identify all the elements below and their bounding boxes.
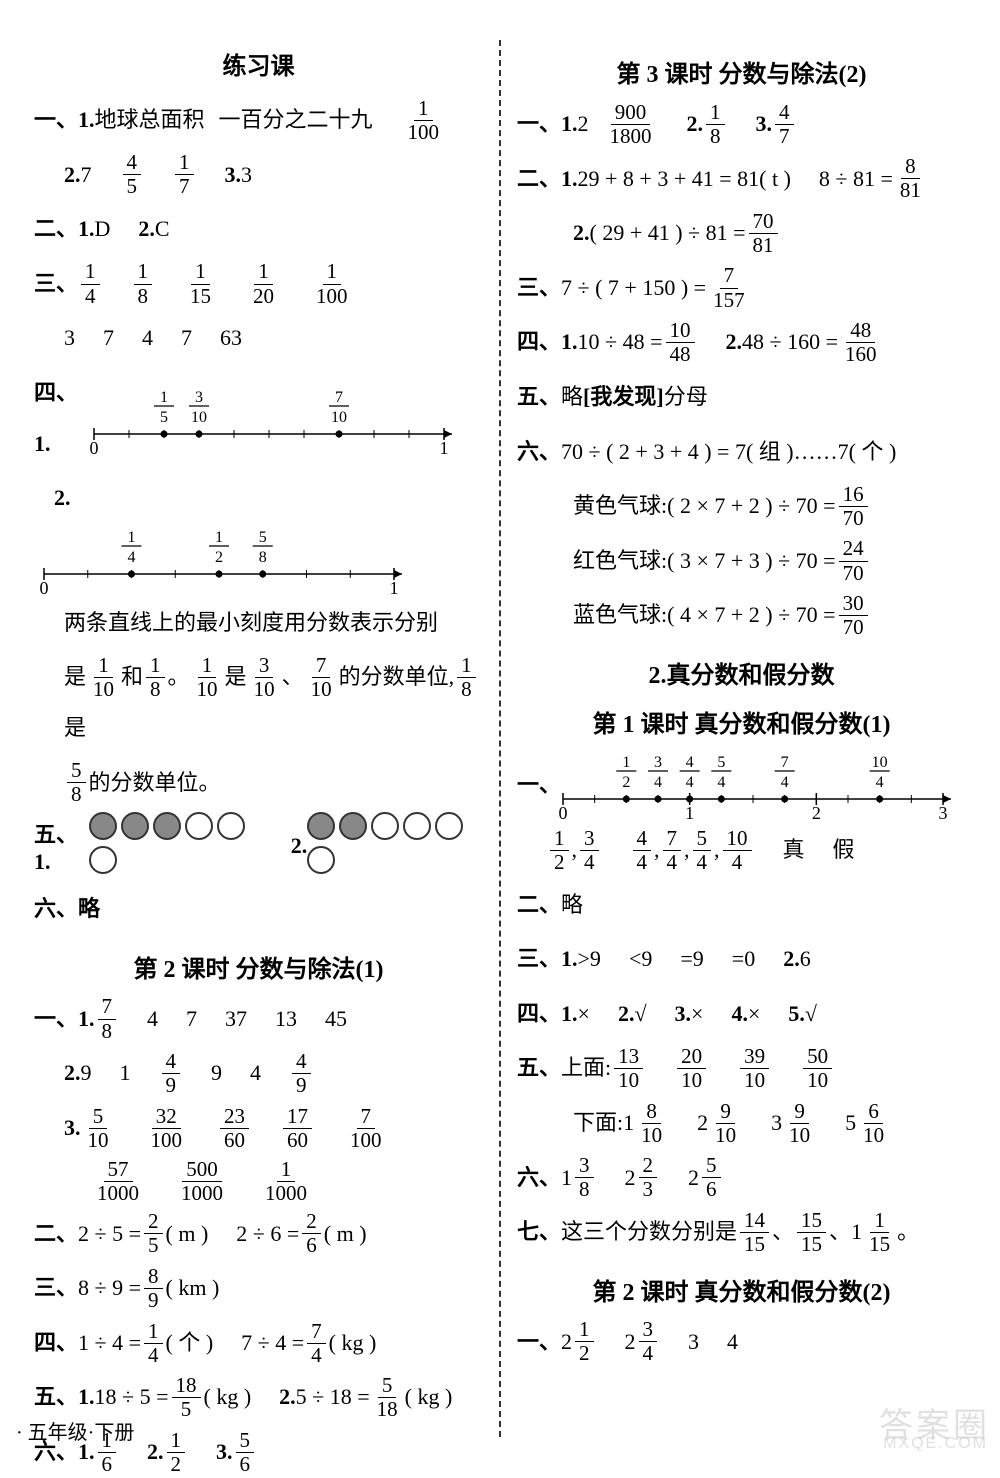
r12: 五、上面: 1310 2010 3910 5010 bbox=[517, 1043, 966, 1094]
svg-text:0: 0 bbox=[40, 578, 49, 594]
l3: 二、1.D 2.C bbox=[34, 204, 483, 255]
svg-text:10: 10 bbox=[331, 409, 347, 426]
svg-text:1: 1 bbox=[160, 389, 168, 406]
r9: 二、略 bbox=[517, 880, 966, 931]
r10: 三、1. >9 <9 =9 =0 2.6 bbox=[517, 934, 966, 985]
svg-text:1: 1 bbox=[128, 529, 136, 546]
svg-text:4: 4 bbox=[876, 774, 884, 791]
svg-text:4: 4 bbox=[654, 774, 662, 791]
nl2: 2. 01141258 bbox=[34, 473, 483, 594]
svg-text:1: 1 bbox=[215, 529, 223, 546]
svg-text:0: 0 bbox=[559, 803, 568, 821]
svg-text:3: 3 bbox=[939, 803, 948, 821]
svg-text:10: 10 bbox=[872, 754, 888, 771]
watermark-sub: MXQE.COM bbox=[883, 1435, 988, 1453]
l1: 一、1. 地球总面积 一百分之二十九 1100 bbox=[34, 95, 483, 146]
l4: 三、 14 18 115 120 1100 bbox=[34, 259, 483, 310]
r1: 一、1.2 9001800 2. 18 3. 47 bbox=[517, 99, 966, 150]
svg-text:7: 7 bbox=[335, 389, 343, 406]
svg-text:7: 7 bbox=[781, 754, 789, 771]
left-column: 练习课 一、1. 地球总面积 一百分之二十九 1100 2. 7 45 17 3… bbox=[20, 40, 497, 1437]
a3: 3. 510 32100 2360 1760 7100 bbox=[34, 1103, 483, 1154]
page-footer: · 五年级·下册 bbox=[16, 1416, 134, 1445]
svg-text:5: 5 bbox=[160, 409, 168, 426]
r2b: 2.( 29 + 41 ) ÷ 81 = 7081 bbox=[517, 208, 966, 259]
r2: 二、1.29 + 8 + 3 + 41 = 81( t ) 8 ÷ 81 = 8… bbox=[517, 154, 966, 205]
svg-text:1: 1 bbox=[685, 803, 694, 821]
svg-text:4: 4 bbox=[128, 549, 136, 566]
r13: 下面: 1810 2910 3910 5610 bbox=[517, 1098, 966, 1149]
svg-text:1: 1 bbox=[622, 754, 630, 771]
a2: 2. 9 1 49 9 4 49 bbox=[34, 1048, 483, 1099]
svg-text:1: 1 bbox=[390, 578, 399, 594]
r4: 四、1.10 ÷ 48 = 1048 2.48 ÷ 160 = 48160 bbox=[517, 317, 966, 368]
nl3: 一、 01231234445474104 bbox=[517, 749, 966, 821]
r15: 七、这三个分数分别是 1415 、 1515 、 1115 。 bbox=[517, 1207, 966, 1258]
number-line-2: 0 1 1 4 1 2 5 8 bbox=[34, 524, 414, 594]
right-column: 第 3 课时 分数与除法(2) 一、1.2 9001800 2. 18 3. 4… bbox=[503, 40, 980, 1437]
r14: 六、 138 223 256 bbox=[517, 1153, 966, 1204]
svg-text:5: 5 bbox=[717, 754, 725, 771]
para2: 是 110 和 18 。 110 是 310 、 710 的分数单位, 18 是 bbox=[34, 652, 483, 753]
para3: 58 的分数单位。 bbox=[34, 758, 483, 809]
para1: 两条直线上的最小刻度用分数表示分别 bbox=[34, 598, 483, 649]
a1: 一、1. 78 4 7 37 13 45 bbox=[34, 994, 483, 1045]
nl1: 四、1. 0115310710 bbox=[34, 368, 483, 469]
r3: 三、7 ÷ ( 7 + 150 ) = 7157 bbox=[517, 263, 966, 314]
r6b: 红色气球:( 3 × 7 + 3 ) ÷ 70 = 2470 bbox=[517, 536, 966, 587]
r6c: 蓝色气球:( 4 × 7 + 2 ) ÷ 70 = 3070 bbox=[517, 590, 966, 641]
r16: 一、 212 234 3 4 bbox=[517, 1317, 966, 1368]
svg-text:2: 2 bbox=[622, 774, 630, 791]
r6a: 黄色气球:( 2 × 7 + 2 ) ÷ 70 = 1670 bbox=[517, 481, 966, 532]
number-line-3: 0 1 2 3 1 2 3 4 4 4 5 4 7 4 10 4 bbox=[553, 749, 963, 821]
b1: 二、2 ÷ 5 = 25 ( m ) 2 ÷ 6 = 26 ( m ) bbox=[34, 1209, 483, 1260]
a3b: 571000 5001000 11000 bbox=[34, 1158, 483, 1205]
svg-text:8: 8 bbox=[259, 549, 267, 566]
r8: 12 , 34 44 , 74 , 54 , 104 真 假 bbox=[517, 825, 966, 876]
svg-text:4: 4 bbox=[717, 774, 725, 791]
d1: 四、1 ÷ 4 = 14 ( 个 ) 7 ÷ 4 = 74 ( kg ) bbox=[34, 1318, 483, 1369]
svg-text:2: 2 bbox=[812, 803, 821, 821]
r6: 六、70 ÷ ( 2 + 3 + 4 ) = 7( 组 )……7( 个 ) bbox=[517, 427, 966, 478]
r11: 四、1. × 2.√ 3.× 4.× 5.√ bbox=[517, 989, 966, 1040]
number-line-1: 0 1 1 5 3 10 7 10 bbox=[84, 384, 464, 454]
sec2: 2.真分数和假分数 bbox=[517, 655, 966, 690]
column-divider bbox=[499, 40, 501, 1437]
svg-text:4: 4 bbox=[781, 774, 789, 791]
svg-text:1: 1 bbox=[440, 438, 449, 454]
right-h1: 第 3 课时 分数与除法(2) bbox=[517, 54, 966, 89]
c1: 三、8 ÷ 9 = 89 ( km ) bbox=[34, 1263, 483, 1314]
r5: 五、略 [我发现] 分母 bbox=[517, 372, 966, 423]
svg-text:4: 4 bbox=[686, 754, 694, 771]
right-h2: 第 1 课时 真分数和假分数(1) bbox=[517, 704, 966, 739]
svg-text:5: 5 bbox=[259, 529, 267, 546]
svg-text:3: 3 bbox=[195, 389, 203, 406]
svg-text:10: 10 bbox=[191, 409, 207, 426]
svg-text:0: 0 bbox=[90, 438, 99, 454]
svg-text:3: 3 bbox=[654, 754, 662, 771]
l2: 2. 7 45 17 3.3 bbox=[34, 150, 483, 201]
svg-text:4: 4 bbox=[686, 774, 694, 791]
l4b: 3 7 4 7 63 bbox=[34, 313, 483, 364]
svg-text:2: 2 bbox=[215, 549, 223, 566]
five: 五、1. 2. bbox=[34, 812, 483, 880]
title-practice: 练习课 bbox=[34, 46, 483, 81]
left-h2: 第 2 课时 分数与除法(1) bbox=[34, 949, 483, 984]
six: 六、略 bbox=[34, 884, 483, 935]
right-h3: 第 2 课时 真分数和假分数(2) bbox=[517, 1272, 966, 1307]
